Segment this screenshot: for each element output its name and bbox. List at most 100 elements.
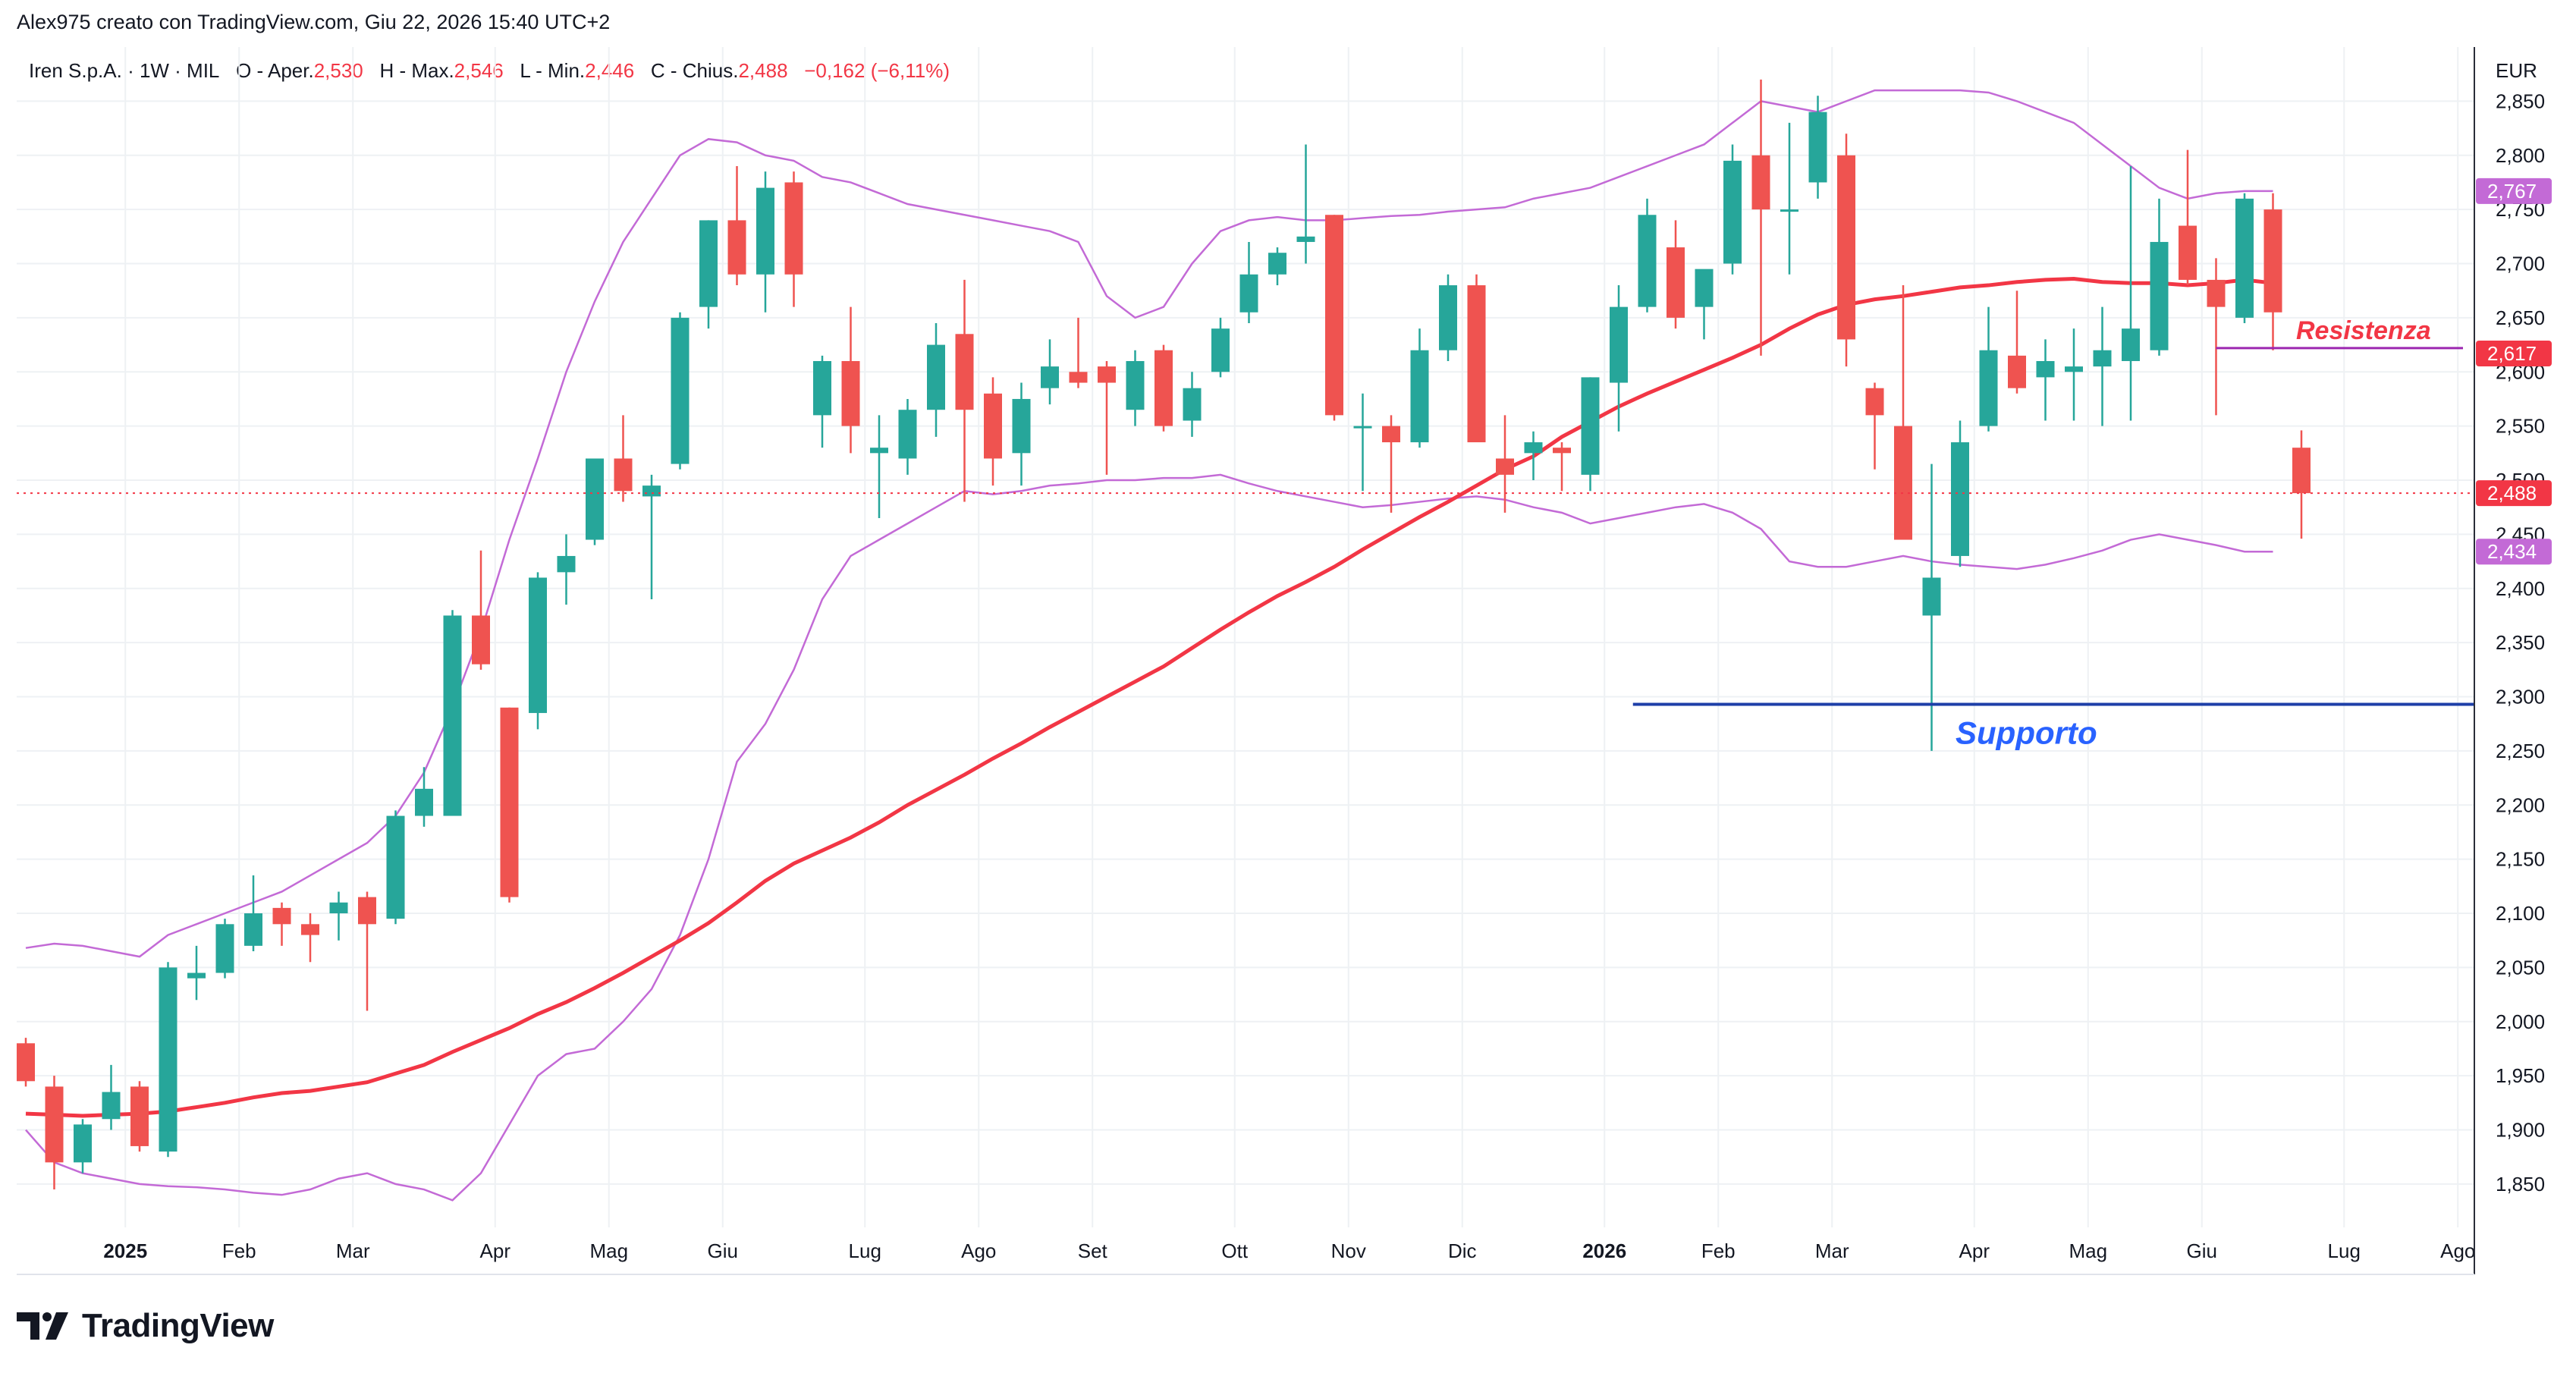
candle bbox=[443, 610, 462, 816]
candle-body bbox=[386, 815, 405, 919]
x-tick-label: Nov bbox=[1331, 1239, 1366, 1262]
price-tags: 2,767 2,617 2,488 2,434 bbox=[2476, 178, 2552, 565]
candle-body bbox=[1808, 112, 1827, 183]
candle bbox=[1353, 393, 1372, 492]
candle-body bbox=[2065, 366, 2083, 372]
candle-body bbox=[1638, 215, 1657, 307]
candle-body bbox=[870, 448, 888, 454]
x-tick-label: 2025 bbox=[103, 1239, 147, 1262]
candle-body bbox=[1667, 247, 1685, 318]
symbol-name[interactable]: Iren S.p.A. · 1W · MIL bbox=[29, 59, 220, 82]
candle bbox=[756, 171, 774, 313]
candle bbox=[1922, 463, 1941, 751]
close-value: 2,488 bbox=[738, 59, 788, 82]
candle-body bbox=[756, 187, 774, 275]
candle-body bbox=[557, 555, 576, 573]
candle bbox=[1069, 317, 1088, 388]
candle bbox=[187, 945, 206, 1001]
change-value: −0,162 (−6,11%) bbox=[804, 59, 950, 82]
candle bbox=[784, 171, 803, 307]
x-tick-label: Feb bbox=[1701, 1239, 1736, 1262]
moving-average bbox=[25, 276, 2273, 1118]
candle-body bbox=[955, 334, 974, 410]
candle-body bbox=[1211, 328, 1230, 372]
candle-body bbox=[130, 1086, 149, 1146]
candle-body bbox=[472, 615, 490, 665]
candle bbox=[1211, 317, 1230, 378]
grid bbox=[17, 47, 2474, 1227]
upper-band-line bbox=[25, 89, 2273, 958]
y-tick-label: 2,550 bbox=[2496, 415, 2545, 438]
x-tick-label: 2026 bbox=[1582, 1239, 1626, 1262]
y-tick-label: 2,700 bbox=[2496, 253, 2545, 275]
price-tag-label: 2,767 bbox=[2487, 180, 2537, 203]
candle-body bbox=[898, 410, 917, 459]
candle-body bbox=[727, 220, 746, 275]
candle bbox=[1638, 198, 1657, 313]
candle bbox=[1581, 377, 1600, 492]
candle-body bbox=[17, 1043, 35, 1082]
candle-body bbox=[415, 788, 433, 816]
candle bbox=[159, 962, 177, 1158]
candle-body bbox=[529, 577, 547, 713]
candle-body bbox=[1951, 442, 1969, 556]
price-tag-box bbox=[2476, 178, 2552, 204]
candle-body bbox=[1467, 285, 1486, 443]
candle-body bbox=[74, 1124, 92, 1163]
candle bbox=[1553, 442, 1571, 492]
candle-body bbox=[1268, 253, 1286, 275]
resistance-label: Resistenza bbox=[2296, 316, 2431, 345]
candle-body bbox=[784, 182, 803, 275]
candle bbox=[500, 707, 519, 903]
candle bbox=[984, 377, 1002, 486]
candle-body bbox=[2292, 448, 2311, 494]
candle-body bbox=[2150, 241, 2169, 350]
price-tag-label: 2,434 bbox=[2487, 540, 2537, 563]
candle bbox=[1154, 344, 1173, 432]
candle-body bbox=[215, 924, 234, 973]
candle-body bbox=[1524, 442, 1543, 454]
lower-band-line bbox=[25, 473, 2273, 1202]
candle bbox=[301, 913, 319, 963]
candle-body bbox=[984, 393, 1002, 459]
candle-body bbox=[1837, 155, 1855, 340]
y-tick-label: 2,100 bbox=[2496, 902, 2545, 925]
candle bbox=[671, 312, 690, 470]
x-tick-label: Giu bbox=[2187, 1239, 2217, 1262]
price-tag-box bbox=[2476, 539, 2552, 565]
candle bbox=[927, 323, 945, 437]
support-label: Supporto bbox=[1956, 715, 2097, 751]
candle-body bbox=[329, 902, 348, 914]
price-tag-box bbox=[2476, 480, 2552, 507]
y-tick-label: 2,050 bbox=[2496, 956, 2545, 979]
candle bbox=[358, 891, 376, 1011]
candle bbox=[17, 1038, 35, 1087]
bollinger-bands bbox=[25, 89, 2273, 1202]
candle-body bbox=[45, 1086, 64, 1163]
x-tick-label: Mag bbox=[2069, 1239, 2107, 1262]
candle-body bbox=[1382, 426, 1400, 443]
candle bbox=[329, 891, 348, 941]
candle-body bbox=[1979, 350, 1998, 426]
y-tick-label: 2,350 bbox=[2496, 631, 2545, 654]
x-tick-label: Apr bbox=[480, 1239, 511, 1262]
candle-body bbox=[1695, 269, 1714, 307]
candle-body bbox=[358, 897, 376, 925]
candle bbox=[2292, 430, 2311, 539]
currency-button[interactable]: EUR bbox=[2496, 59, 2537, 82]
candle-body bbox=[1325, 215, 1343, 416]
candle bbox=[529, 572, 547, 730]
candle-body bbox=[1183, 388, 1202, 421]
candle bbox=[2207, 258, 2226, 416]
candle bbox=[2065, 328, 2083, 421]
high-label: H - Max. bbox=[379, 59, 454, 82]
candle bbox=[1268, 247, 1286, 286]
candle bbox=[1183, 372, 1202, 437]
candle bbox=[1382, 415, 1400, 513]
candle bbox=[1780, 122, 1798, 275]
candle-body bbox=[1353, 426, 1372, 429]
candle bbox=[1012, 382, 1031, 486]
tradingview-logo[interactable]: TradingView bbox=[17, 1305, 274, 1347]
candle-body bbox=[642, 485, 661, 497]
